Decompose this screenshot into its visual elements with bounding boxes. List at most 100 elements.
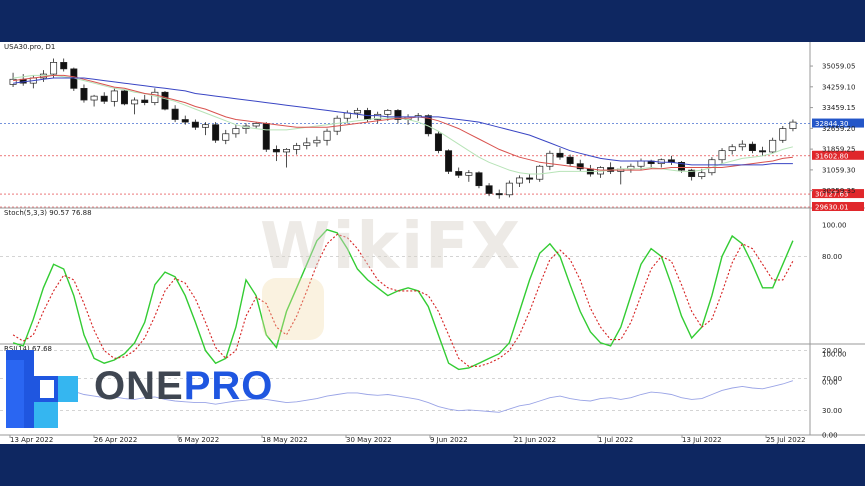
candle-body — [222, 133, 230, 141]
stoch-tick-label: 80.00 — [822, 253, 842, 261]
stoch-panel-label: Stoch(5,3,3) 90.57 76.88 — [4, 209, 92, 217]
ma-blue-line — [13, 77, 793, 166]
candle-body — [303, 142, 311, 146]
candle-body — [141, 99, 149, 103]
time-tick-label: 9 Jun 2022 — [430, 436, 468, 444]
candle-body — [80, 87, 88, 101]
rsi-tick-label: 30.00 — [822, 407, 842, 415]
time-tick-label: 6 May 2022 — [178, 436, 219, 444]
candle-body — [171, 108, 179, 120]
stoch-tick-label: 20.00 — [822, 347, 842, 355]
candle-body — [738, 143, 746, 148]
candle-body — [353, 110, 361, 114]
candle-body — [151, 91, 159, 103]
candle-body — [637, 160, 645, 167]
time-tick-label: 13 Jul 2022 — [682, 436, 722, 444]
trading-chart: 32844.30 31602.80 30127.63 29630.01 35059.05… — [0, 42, 865, 444]
time-tick-label: 30 May 2022 — [346, 436, 392, 444]
candle-body — [678, 161, 686, 171]
price-tick-label: 35059.05 — [822, 63, 855, 71]
candle-body — [505, 182, 513, 196]
candle-body — [252, 123, 260, 127]
watermark-text: WikiFX — [260, 210, 523, 284]
candle-body — [50, 62, 58, 75]
candle-body — [556, 152, 564, 158]
candle-body — [698, 172, 706, 177]
time-tick-label: 18 May 2022 — [262, 436, 308, 444]
candle-body — [262, 123, 270, 150]
candle-body — [343, 112, 351, 119]
candle-body — [333, 117, 341, 132]
candle-body — [526, 177, 534, 180]
candle-body — [9, 78, 17, 85]
candle-body — [272, 149, 280, 153]
onepro-logo: ONEPRO — [6, 350, 272, 434]
candle-body — [161, 91, 169, 110]
candle-body — [789, 121, 797, 129]
stoch-tick-label: 0.00 — [822, 379, 838, 387]
candle-body — [394, 110, 402, 120]
price-tick-label: 34259.10 — [822, 83, 855, 91]
price-panel-title: USA30.pro, D1 — [4, 43, 55, 51]
onepro-logo-text: ONEPRO — [94, 364, 274, 408]
candle-body — [313, 139, 321, 144]
price-tick-label: 30259.35 — [822, 187, 855, 195]
candle-body — [434, 133, 442, 152]
price-tick-label: 31059.30 — [822, 166, 855, 174]
candle-body — [759, 150, 767, 153]
price-tag-label: 31602.80 — [815, 152, 848, 160]
candle-body — [455, 171, 463, 176]
candle-body — [769, 139, 777, 153]
price-tick-label: 33459.15 — [822, 104, 855, 112]
candle-body — [374, 113, 382, 120]
price-tag-label: 29630.01 — [815, 203, 848, 211]
candle-body — [293, 145, 301, 150]
stoch-d-line — [12, 233, 794, 367]
candle-body — [90, 95, 98, 101]
candle-body — [515, 177, 523, 184]
candle-body — [384, 110, 392, 115]
stoch-tick-label: 100.00 — [822, 222, 847, 230]
candle-body — [212, 124, 220, 141]
time-tick-label: 13 Apr 2022 — [10, 436, 53, 444]
candle-body — [110, 90, 118, 102]
time-tick-label: 26 Apr 2022 — [94, 436, 137, 444]
candle-body — [688, 169, 696, 177]
price-tag — [812, 150, 864, 160]
candle-body — [465, 172, 473, 176]
candle-body — [546, 152, 554, 167]
candle-body — [283, 149, 291, 153]
price-tag — [812, 189, 864, 199]
time-tick-label: 21 Jun 2022 — [514, 436, 556, 444]
candle-body — [779, 128, 787, 141]
price-tag — [812, 118, 864, 128]
rsi-tick-label: 100.00 — [822, 351, 847, 359]
rsi-panel-label: RSI(14) 67.68 — [4, 345, 52, 353]
stoch-k-line — [12, 228, 794, 371]
candle-body — [566, 156, 574, 164]
time-tick-label: 25 Jul 2022 — [766, 436, 806, 444]
candle-body — [323, 130, 331, 141]
candle-body — [60, 62, 68, 70]
watermark-badge-icon — [262, 278, 324, 340]
candle-body — [475, 172, 483, 187]
rsi-tick-label: 0.00 — [822, 432, 838, 440]
time-tick-label: 1 Jul 2022 — [598, 436, 633, 444]
price-tag-label: 32844.30 — [815, 120, 848, 128]
onepro-logo-icon — [6, 350, 78, 428]
candle-body — [232, 128, 240, 135]
candle-body — [728, 146, 736, 152]
candle-body — [495, 193, 503, 196]
price-tag-label: 30127.63 — [815, 191, 848, 199]
candle-body — [191, 121, 199, 128]
price-tag — [812, 201, 864, 211]
rsi-tick-label: 70.00 — [822, 375, 842, 383]
candle-body — [748, 143, 756, 152]
candle-body — [576, 163, 584, 170]
candle-body — [181, 119, 189, 123]
rsi-line — [13, 380, 794, 413]
candle-body — [120, 90, 128, 105]
price-tick-label: 31859.25 — [822, 146, 855, 154]
candle-body — [718, 150, 726, 161]
candle-body — [445, 150, 453, 172]
